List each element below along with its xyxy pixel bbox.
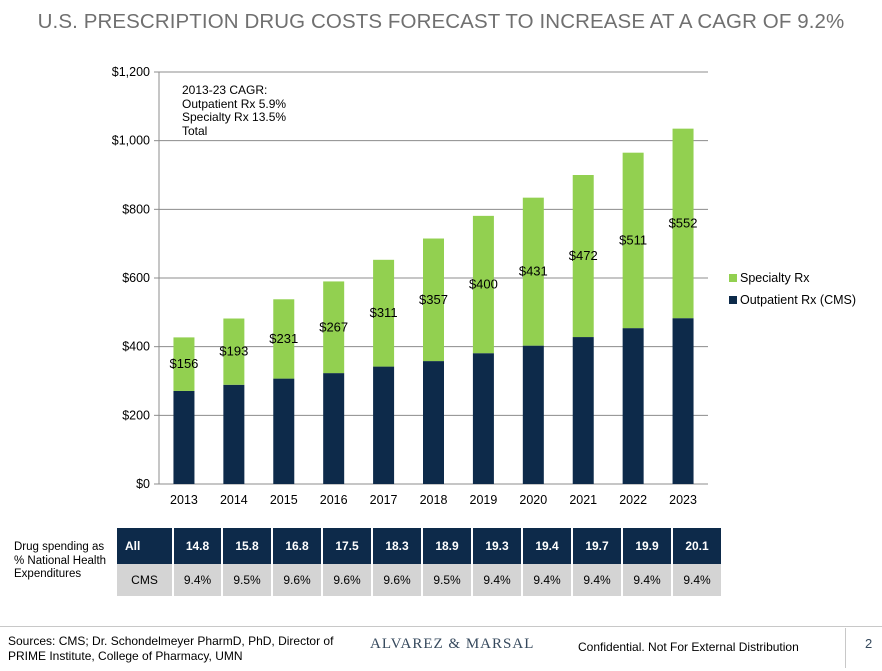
legend-label: Specialty Rx xyxy=(740,271,810,285)
table-cell: 15.8 xyxy=(222,528,273,564)
cagr-annotation: 2013-23 CAGR: Outpatient Rx 5.9% Special… xyxy=(182,83,287,138)
annotation-line: 2013-23 CAGR: xyxy=(182,83,268,97)
table-cell-label: All xyxy=(117,528,174,564)
table-cell-label: CMS xyxy=(117,564,174,596)
table-cell: 19.9 xyxy=(622,528,673,564)
table-row-label: Drug spending as % National Health Expen… xyxy=(14,541,107,580)
table-cell: 9.5% xyxy=(422,564,473,596)
x-tick-label: 2014 xyxy=(220,493,248,507)
y-tick-label: $400 xyxy=(122,340,150,354)
legend-item-specialty: Specialty Rx xyxy=(729,267,856,289)
table-cell: 18.9 xyxy=(422,528,473,564)
table-cell: 17.5 xyxy=(322,528,373,564)
data-label: $472 xyxy=(569,248,598,263)
bar-outpatient xyxy=(273,378,295,484)
data-label: $552 xyxy=(669,215,698,230)
table-cell: 9.4% xyxy=(173,564,223,596)
annotation-line: Specialty Rx 13.5% xyxy=(182,110,287,124)
bar-outpatient xyxy=(472,353,494,484)
data-label: $431 xyxy=(519,264,548,279)
x-tick-label: 2016 xyxy=(320,493,348,507)
stacked-bar-chart: $0 $200 $400 $600 $800 $1,000 $1,200 $156 2013 $1… xyxy=(112,65,708,507)
table-cell: 19.3 xyxy=(472,528,523,564)
table-cell: 9.4% xyxy=(522,564,573,596)
table-cell: 20.1 xyxy=(672,528,723,564)
bar-outpatient xyxy=(223,384,245,484)
page-title: U.S. PRESCRIPTION DRUG COSTS FORECAST TO… xyxy=(37,10,845,33)
x-tick-label: 2017 xyxy=(370,493,398,507)
company-logo: ALVAREZ & MARSAL xyxy=(370,636,535,652)
bar-outpatient xyxy=(672,318,694,484)
x-tick-label: 2022 xyxy=(619,493,647,507)
data-label: $156 xyxy=(169,356,198,371)
bar-outpatient xyxy=(173,390,195,484)
table-cell: 14.8 xyxy=(173,528,223,564)
bar-specialty xyxy=(173,337,195,391)
table-cell: 16.8 xyxy=(272,528,323,564)
table-cell: 9.6% xyxy=(322,564,373,596)
bar-specialty xyxy=(522,197,544,346)
bar-outpatient xyxy=(522,345,544,484)
data-label: $511 xyxy=(619,232,647,247)
y-tick-label: $800 xyxy=(122,202,150,216)
data-label: $357 xyxy=(419,292,448,307)
legend-swatch-specialty xyxy=(729,274,737,282)
legend-swatch-outpatient xyxy=(729,296,737,304)
table-cell: 18.3 xyxy=(372,528,423,564)
bar-specialty xyxy=(423,238,444,362)
bar-specialty xyxy=(373,259,395,367)
x-tick-label: 2021 xyxy=(569,493,597,507)
data-label: $193 xyxy=(219,344,248,359)
bar-specialty xyxy=(223,318,245,385)
legend-label: Outpatient Rx (CMS) xyxy=(740,293,857,307)
bar-outpatient xyxy=(323,373,345,484)
y-tick-label: $200 xyxy=(122,408,150,422)
table-cell: 9.4% xyxy=(622,564,673,596)
bar-outpatient xyxy=(423,361,444,484)
table-row-all: All 14.8 15.8 16.8 17.5 18.3 18.9 19.3 1… xyxy=(117,528,723,564)
annotation-line: Total xyxy=(182,123,208,138)
table-cell: 19.4 xyxy=(522,528,573,564)
footer-sources: Sources: CMS; Dr. Schondelmeyer PharmD, … xyxy=(8,634,334,663)
y-tick-label: $1,200 xyxy=(112,65,150,79)
bar-specialty xyxy=(572,175,594,338)
data-label: $267 xyxy=(319,319,348,334)
bar-specialty xyxy=(472,215,494,354)
chart-legend: Specialty Rx Outpatient Rx (CMS) xyxy=(729,267,856,311)
confidential-note: Confidential. Not For External Distribut… xyxy=(578,640,799,654)
table-row-cms: CMS 9.4% 9.5% 9.6% 9.6% 9.6% 9.5% 9.4% 9… xyxy=(117,564,723,596)
y-tick-label: $1,000 xyxy=(112,134,150,148)
y-tick-label: $600 xyxy=(122,271,150,285)
annotation-line: Outpatient Rx 5.9% xyxy=(182,96,287,111)
table-cell: 9.4% xyxy=(572,564,623,596)
bar-specialty xyxy=(273,299,295,379)
x-tick-label: 2018 xyxy=(420,493,448,507)
x-tick-label: 2023 xyxy=(669,493,697,507)
bar-specialty xyxy=(622,152,644,329)
bar-outpatient xyxy=(572,337,594,484)
footer-divider xyxy=(0,626,882,627)
data-label: $231 xyxy=(269,331,298,346)
table-cell: 19.7 xyxy=(572,528,623,564)
spending-share-table: All 14.8 15.8 16.8 17.5 18.3 18.9 19.3 1… xyxy=(117,528,723,596)
data-label: $400 xyxy=(469,277,498,292)
x-tick-label: 2020 xyxy=(519,493,547,507)
x-tick-label: 2019 xyxy=(470,493,498,507)
bar-outpatient xyxy=(622,328,644,484)
x-tick-label: 2015 xyxy=(270,493,298,507)
legend-item-outpatient: Outpatient Rx (CMS) xyxy=(729,289,856,311)
page-number: 2 xyxy=(865,636,873,651)
bar-outpatient xyxy=(373,366,395,484)
table-cell: 9.6% xyxy=(272,564,323,596)
table-cell: 9.6% xyxy=(372,564,423,596)
table-cell: 9.4% xyxy=(672,564,723,596)
table-cell: 9.4% xyxy=(472,564,523,596)
y-tick-label: $0 xyxy=(136,477,150,491)
data-label: $311 xyxy=(370,305,398,320)
bar-specialty xyxy=(323,281,345,374)
bar-specialty xyxy=(672,128,694,319)
footer-separator xyxy=(845,628,846,668)
x-tick-label: 2013 xyxy=(170,493,198,507)
table-cell: 9.5% xyxy=(222,564,273,596)
